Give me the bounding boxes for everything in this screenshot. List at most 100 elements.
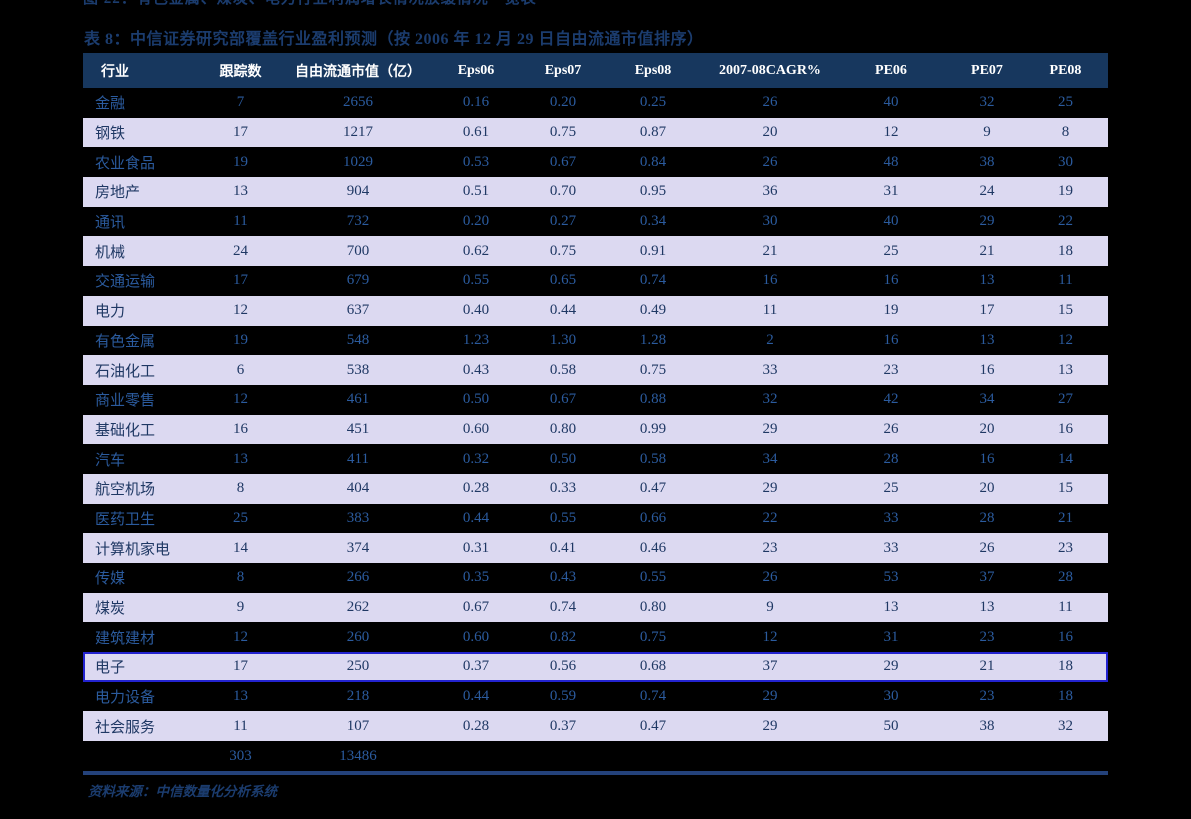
totals-cell	[1023, 741, 1108, 773]
column-header: 2007-08CAGR%	[709, 53, 831, 88]
value-cell: 0.87	[639, 124, 667, 141]
value-cell: 31	[883, 628, 899, 645]
value-cell: 904	[346, 183, 370, 200]
value-cell: 0.27	[549, 213, 577, 230]
value-cell: 37	[979, 569, 995, 586]
table-caption: 表 8：中信证券研究部覆盖行业盈利预测（按 2006 年 12 月 29 日自由…	[84, 31, 704, 48]
industry-cell: 汽车	[95, 452, 126, 469]
value-cell: 0.67	[549, 153, 577, 170]
value-cell: 0.60	[462, 628, 490, 645]
value-cell: 0.59	[549, 688, 577, 705]
value-cell: 13	[883, 599, 899, 616]
value-cell: 21	[762, 242, 778, 259]
value-cell: 17	[188, 652, 293, 682]
value-cell: 0.35	[462, 569, 490, 586]
value-cell: 18	[1023, 652, 1108, 682]
value-cell: 0.44	[462, 688, 490, 705]
value-cell: 12	[233, 628, 248, 645]
value-cell: 32	[762, 391, 778, 408]
value-cell: 38	[979, 717, 995, 734]
totals-cell: 13486	[339, 747, 377, 764]
value-cell: 0.74	[639, 272, 667, 289]
value-cell: 0.46	[639, 539, 667, 556]
table-row: 商业零售 12 461 0.50 0.67 0.88 32 42 34 27	[83, 385, 1108, 415]
value-cell: 16	[979, 361, 995, 378]
value-cell: 13	[979, 272, 995, 289]
value-cell: 700	[346, 242, 370, 259]
value-cell: 0.37	[423, 652, 529, 682]
totals-cell: 303	[229, 747, 252, 764]
table-row: 房地产 13 904 0.51 0.70 0.95 36 31 24 19	[83, 177, 1108, 207]
value-cell: 22	[1058, 213, 1073, 230]
totals-cell	[709, 741, 831, 773]
value-cell: 16	[233, 420, 248, 437]
industry-cell: 农业食品	[95, 155, 156, 172]
value-cell: 0.67	[462, 599, 490, 616]
value-cell: 538	[346, 361, 370, 378]
industry-cell: 计算机家电	[95, 541, 171, 558]
value-cell: 11	[233, 213, 248, 230]
column-header: PE06	[831, 53, 951, 88]
value-cell: 19	[233, 331, 248, 348]
value-cell: 0.99	[639, 420, 667, 437]
table-row: 计算机家电 14 374 0.31 0.41 0.46 23 33 26 23	[83, 533, 1108, 563]
value-cell: 0.33	[549, 480, 577, 497]
industry-cell: 通讯	[95, 215, 126, 232]
totals-row: 303 13486	[83, 741, 1108, 773]
table-header-row: 行业 跟踪数 自由流通市值（亿） Eps06 Eps07 Eps08 2007-08CAGR…	[83, 53, 1108, 88]
value-cell: 14	[1058, 450, 1073, 467]
value-cell: 12	[762, 628, 778, 645]
value-cell: 260	[346, 628, 370, 645]
value-cell: 0.53	[462, 153, 490, 170]
value-cell: 0.65	[549, 272, 577, 289]
value-cell: 9	[983, 124, 991, 141]
value-cell: 0.61	[462, 124, 490, 141]
value-cell: 18	[1058, 688, 1073, 705]
value-cell: 37	[709, 652, 831, 682]
value-cell: 8	[1061, 124, 1070, 141]
value-cell: 218	[346, 688, 370, 705]
value-cell: 0.31	[462, 539, 490, 556]
value-cell: 266	[346, 569, 370, 586]
value-cell: 0.50	[462, 391, 490, 408]
value-cell: 732	[346, 213, 370, 230]
value-cell: 0.44	[549, 302, 577, 319]
value-cell: 19	[233, 153, 248, 170]
column-header: PE08	[1023, 53, 1108, 88]
value-cell: 0.43	[462, 361, 490, 378]
value-cell: 22	[762, 509, 778, 526]
industry-cell: 钢铁	[95, 126, 126, 143]
value-cell: 0.16	[462, 94, 490, 111]
totals-cell	[423, 741, 529, 773]
value-cell: 25	[883, 242, 899, 259]
value-cell: 0.88	[639, 391, 667, 408]
value-cell: 0.41	[549, 539, 577, 556]
value-cell: 18	[1058, 242, 1073, 259]
value-cell: 1217	[343, 124, 373, 141]
value-cell: 33	[883, 539, 899, 556]
value-cell: 11	[233, 717, 248, 734]
value-cell: 11	[1058, 272, 1073, 289]
value-cell: 0.20	[462, 213, 490, 230]
industry-cell: 机械	[95, 244, 126, 261]
industry-cell: 医药卫生	[95, 511, 156, 528]
column-header: 行业	[83, 53, 188, 88]
column-header: Eps07	[529, 53, 597, 88]
value-cell: 548	[346, 331, 370, 348]
industry-cell: 石油化工	[95, 363, 156, 380]
table-row: 建筑建材 12 260 0.60 0.82 0.75 12 31 23 16	[83, 622, 1108, 652]
value-cell: 11	[1058, 599, 1073, 616]
value-cell: 16	[979, 450, 995, 467]
table-row: 钢铁 17 1217 0.61 0.75 0.87 20 12 9 8	[83, 117, 1108, 148]
value-cell: 20	[979, 420, 995, 437]
value-cell: 29	[831, 652, 951, 682]
value-cell: 26	[762, 153, 778, 170]
value-cell: 404	[346, 480, 370, 497]
value-cell: 0.58	[549, 361, 577, 378]
value-cell: 23	[883, 361, 899, 378]
value-cell: 26	[883, 420, 899, 437]
totals-cell	[83, 741, 188, 773]
value-cell: 36	[762, 183, 778, 200]
value-cell: 250	[293, 652, 423, 682]
value-cell: 637	[346, 302, 370, 319]
